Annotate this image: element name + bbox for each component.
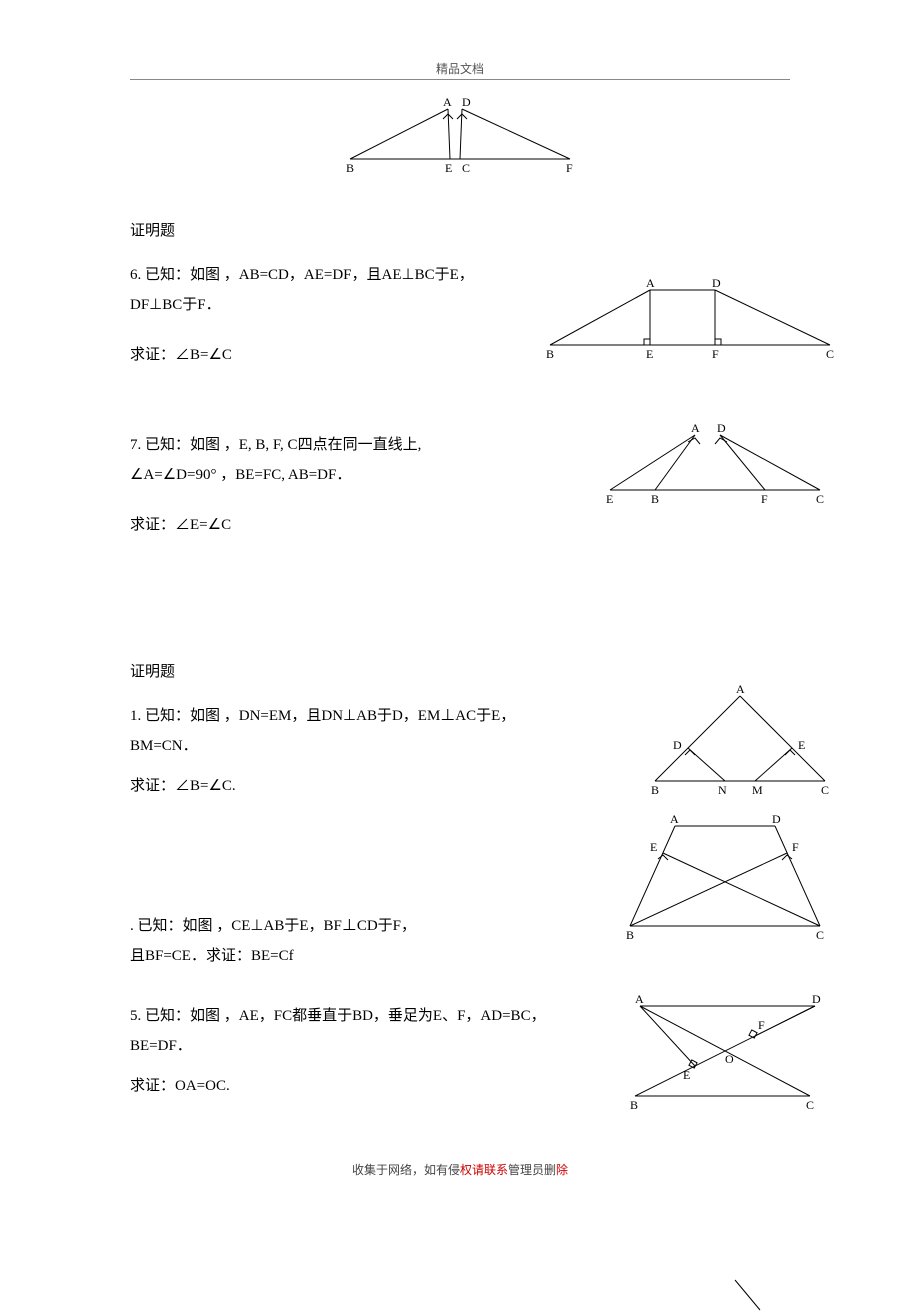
figure-top: A D B E C F: [130, 94, 790, 179]
label-F: F: [761, 492, 768, 506]
problem-5-prove: 求证：OA=OC.: [130, 1071, 610, 1101]
label-O: O: [725, 1052, 734, 1066]
label-A: A: [443, 95, 452, 109]
problem-1-line1: 1. 已知：如图 ，DN=EM，且DN⊥AB于D，EM⊥AC于E，: [130, 701, 600, 731]
label-B: B: [651, 492, 659, 506]
page-header: 精品文档: [130, 60, 790, 77]
figure-5: A D F O E B C: [620, 991, 830, 1116]
label-M: M: [752, 783, 763, 796]
figure-1: A D E B N M C: [640, 681, 840, 801]
problem-1-line2: BM=CN．: [130, 731, 600, 761]
problem-1: 1. 已知：如图 ，DN=EM，且DN⊥AB于D，EM⊥AC于E， BM=CN．…: [130, 701, 790, 801]
problem-dot-line2: 且BF=CE．求证：BE=Cf: [130, 941, 550, 971]
problem-6: 6. 已知：如图 ，AB=CD，AE=DF，且AE⊥BC于E， DF⊥BC于F．…: [130, 260, 790, 370]
problem-6-line2: DF⊥BC于F．: [130, 290, 550, 320]
label-D: D: [717, 421, 726, 435]
footer-red2: 除: [556, 1163, 568, 1177]
label-A: A: [646, 276, 655, 290]
label-C: C: [816, 492, 824, 506]
label-A: A: [670, 812, 679, 826]
figure-dot: A D E F B C: [620, 811, 830, 946]
label-C: C: [826, 347, 834, 361]
label-C: C: [821, 783, 829, 796]
label-C: C: [816, 928, 824, 941]
page-footer: 收集于网络，如有侵权请联系管理员删除: [130, 1161, 790, 1178]
label-B: B: [346, 161, 354, 174]
label-B: B: [546, 347, 554, 361]
section-heading-2: 证明题: [130, 660, 790, 681]
footer-mid: 管理员删: [508, 1163, 556, 1177]
problem-1-prove: 求证：∠B=∠C.: [130, 771, 600, 801]
section-heading-1: 证明题: [130, 219, 790, 240]
figure-6: A D B E F C: [540, 275, 840, 370]
header-divider: [130, 79, 790, 80]
label-N: N: [718, 783, 727, 796]
label-A: A: [691, 421, 700, 435]
label-B: B: [626, 928, 634, 941]
label-F: F: [792, 840, 799, 854]
label-D: D: [812, 992, 821, 1006]
label-D: D: [462, 95, 471, 109]
label-D: D: [673, 738, 682, 752]
label-C: C: [806, 1098, 814, 1111]
footer-prefix: 收集于网络，如有侵: [352, 1163, 460, 1177]
problem-dot-line1: . 已知：如图 ，CE⊥AB于E，BF⊥CD于F，: [130, 911, 550, 941]
problem-7-prove: 求证：∠E=∠C: [130, 510, 550, 540]
label-D: D: [712, 276, 721, 290]
problem-7-line1: 7. 已知：如图 ，E, B, F, C四点在同一直线上,: [130, 430, 550, 460]
label-E: E: [683, 1068, 690, 1082]
problem-7: 7. 已知：如图 ，E, B, F, C四点在同一直线上, ∠A=∠D=90° …: [130, 430, 790, 540]
label-F: F: [566, 161, 573, 174]
label-E: E: [650, 840, 657, 854]
label-B: B: [630, 1098, 638, 1111]
label-D: D: [772, 812, 781, 826]
problem-5-line2: BE=DF．: [130, 1031, 610, 1061]
label-E: E: [646, 347, 653, 361]
label-E: E: [445, 161, 452, 174]
problem-5: 5. 已知：如图 ，AE，FC都垂直于BD，垂足为E、F，AD=BC， BE=D…: [130, 1001, 790, 1101]
stray-stroke: [730, 1275, 770, 1315]
figure-7: A D E B F C: [600, 420, 830, 515]
problem-dot: A D E F B C . 已知：如图 ，CE⊥AB于E，BF⊥CD于F， 且B…: [130, 911, 790, 971]
label-C: C: [462, 161, 470, 174]
footer-red1: 权请联系: [460, 1163, 508, 1177]
label-A: A: [635, 992, 644, 1006]
label-F: F: [712, 347, 719, 361]
problem-6-prove: 求证：∠B=∠C: [130, 340, 550, 370]
problem-5-line1: 5. 已知：如图 ，AE，FC都垂直于BD，垂足为E、F，AD=BC，: [130, 1001, 610, 1031]
label-F: F: [758, 1018, 765, 1032]
label-E: E: [798, 738, 805, 752]
problem-7-line2: ∠A=∠D=90° ，BE=FC, AB=DF．: [130, 460, 550, 490]
problem-6-line1: 6. 已知：如图 ，AB=CD，AE=DF，且AE⊥BC于E，: [130, 260, 550, 290]
label-A: A: [736, 682, 745, 696]
label-B: B: [651, 783, 659, 796]
label-E: E: [606, 492, 613, 506]
